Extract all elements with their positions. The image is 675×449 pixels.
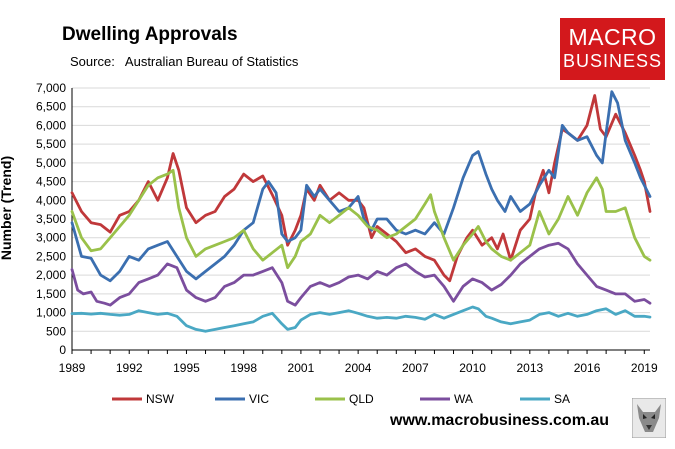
chart-source: Source: Australian Bureau of Statistics (70, 54, 299, 69)
x-tick-label: 1989 (59, 361, 86, 375)
legend-label-nsw: NSW (146, 392, 175, 406)
legend-label-wa: WA (454, 392, 473, 406)
y-tick-label: 0 (59, 343, 66, 357)
x-tick-label: 1995 (173, 361, 200, 375)
axes: 0 500 1,000 1,500 2,000 2,500 3,000 3,500 4,000 4… (36, 81, 658, 375)
series-lines (70, 90, 652, 333)
legend: NSW VIC QLD WA SA (112, 392, 570, 406)
x-tick-label: 2019 (631, 361, 658, 375)
x-tick-label: 2001 (288, 361, 315, 375)
legend-label-vic: VIC (249, 392, 269, 406)
chart-title: Dwelling Approvals (62, 24, 238, 45)
macrobusiness-logo: MACRO BUSINESS (560, 18, 665, 80)
y-tick-label: 7,000 (36, 81, 66, 95)
y-tick-label: 500 (46, 324, 66, 338)
y-tick-label: 2,000 (36, 268, 66, 282)
logo-line2: BUSINESS (562, 51, 663, 71)
x-tick-label: 2007 (402, 361, 429, 375)
x-tick-label: 1998 (230, 361, 257, 375)
legend-label-qld: QLD (349, 392, 374, 406)
series-line-nsw (70, 94, 652, 283)
x-tick-label: 2004 (345, 361, 372, 375)
series-line-wa (70, 241, 652, 307)
y-tick-label: 2,500 (36, 249, 66, 263)
series-line-qld (70, 168, 652, 270)
y-tick-label: 6,500 (36, 100, 66, 114)
y-tick-label: 5,500 (36, 137, 66, 151)
y-tick-label: 3,000 (36, 231, 66, 245)
series-line-vic (70, 90, 652, 283)
footer-url[interactable]: www.macrobusiness.com.au (390, 412, 610, 429)
series-line-sa (70, 305, 652, 333)
y-tick-label: 6,000 (36, 118, 66, 132)
x-tick-label: 2010 (459, 361, 486, 375)
wolf-icon (631, 397, 667, 439)
legend-label-sa: SA (554, 392, 570, 406)
x-tick-label: 2013 (516, 361, 543, 375)
y-tick-label: 1,500 (36, 287, 66, 301)
logo-line1: MACRO (568, 24, 657, 50)
y-tick-label: 5,000 (36, 156, 66, 170)
y-tick-label: 4,500 (36, 175, 66, 189)
y-tick-label: 4,000 (36, 193, 66, 207)
x-tick-label: 1992 (116, 361, 143, 375)
y-tick-label: 1,000 (36, 306, 66, 320)
y-tick-label: 3,500 (36, 212, 66, 226)
x-tick-label: 2016 (574, 361, 601, 375)
